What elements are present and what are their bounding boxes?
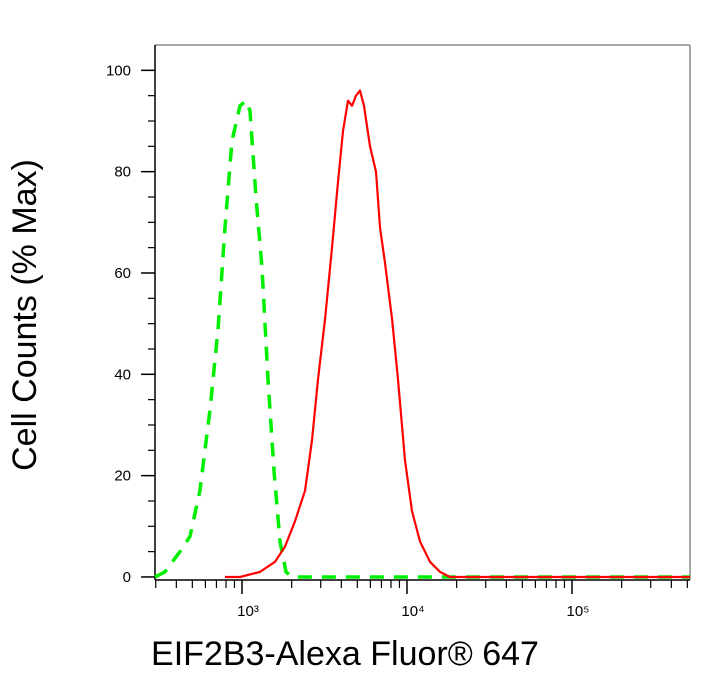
x-axis-title: EIF2B3-Alexa Fluor® 647 xyxy=(151,635,539,673)
y-axis-title: Cell Counts (% Max) xyxy=(6,159,44,471)
series-line xyxy=(225,89,690,579)
y-tick-label: 0 xyxy=(123,569,131,586)
x-tick-label: 10⁴ xyxy=(401,603,424,620)
x-tick-label: 10³ xyxy=(237,603,259,620)
y-tick-label: 20 xyxy=(114,468,131,485)
y-tick-label: 40 xyxy=(114,366,131,383)
x-tick-label: 10⁵ xyxy=(567,603,590,620)
y-tick-label: 80 xyxy=(114,164,131,181)
y-tick-label: 100 xyxy=(106,62,131,79)
series-line xyxy=(154,98,690,579)
y-tick-label: 60 xyxy=(114,265,131,282)
